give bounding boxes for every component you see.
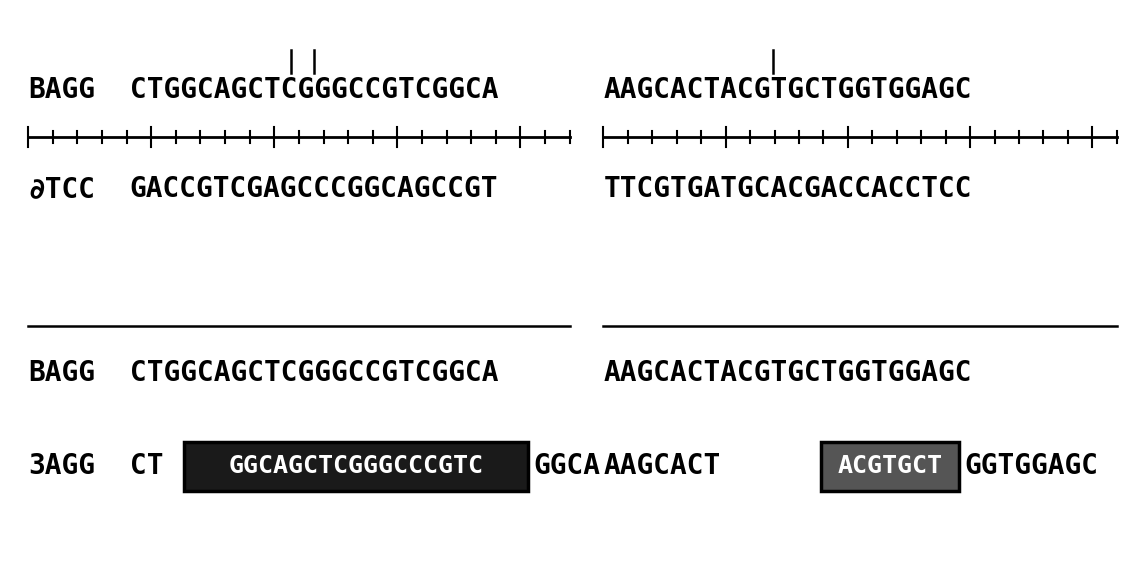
Text: CTGGCAGCTCGGGCCGTCGGCA: CTGGCAGCTCGGGCCGTCGGCA [130,359,499,387]
Text: GACCGTCGAGCCCGGCAGCCGT: GACCGTCGAGCCCGGCAGCCGT [130,175,499,203]
Text: CTGGCAGCTCGGGCCGTCGGCA: CTGGCAGCTCGGGCCGTCGGCA [130,76,499,104]
Text: AAGCACTACGTGCTGGTGGAGC: AAGCACTACGTGCTGGTGGAGC [603,359,972,387]
Bar [821,442,959,491]
Text: BAGG: BAGG [28,76,95,104]
Bar [184,442,528,491]
Text: AAGCACT: AAGCACT [603,452,721,480]
Text: CT: CT [130,452,164,480]
Text: AAGCACTACGTGCTGGTGGAGC: AAGCACTACGTGCTGGTGGAGC [603,76,972,104]
Text: TTCGTGATGCACGACCACCTCC: TTCGTGATGCACGACCACCTCC [603,175,972,203]
Text: ACGTGCT: ACGTGCT [837,454,943,479]
Text: 3AGG: 3AGG [28,452,95,480]
Text: GGCAGCTCGGGCCCGTC: GGCAGCTCGGGCCCGTC [228,454,484,479]
Text: GGTGGAGC: GGTGGAGC [964,452,1099,480]
Text: GGCA: GGCA [534,452,600,480]
Text: ∂TCC: ∂TCC [28,175,95,203]
Text: BAGG: BAGG [28,359,95,387]
